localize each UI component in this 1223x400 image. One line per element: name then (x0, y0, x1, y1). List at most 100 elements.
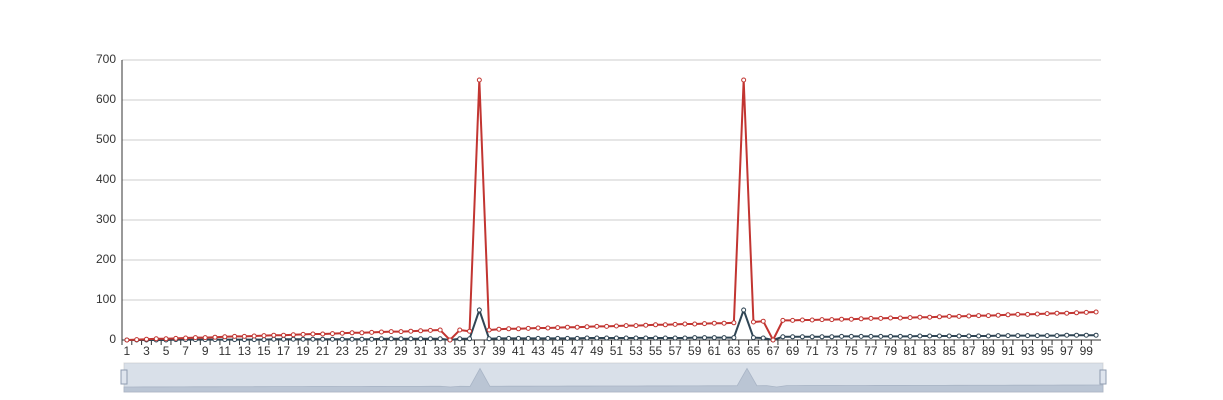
data-point (261, 337, 267, 343)
data-point (261, 333, 267, 339)
data-point (721, 335, 727, 341)
data-point (750, 319, 756, 325)
data-point (799, 317, 805, 323)
x-tick-label: 73 (825, 344, 839, 358)
data-point (290, 336, 296, 342)
data-point (702, 321, 708, 327)
data-point (790, 317, 796, 323)
x-tick-label: 87 (962, 344, 976, 358)
data-point (398, 336, 404, 342)
data-point (212, 334, 218, 340)
data-point (1074, 310, 1080, 316)
data-point (300, 331, 306, 337)
data-point (183, 335, 189, 341)
data-point (320, 331, 326, 337)
data-point (672, 335, 678, 341)
data-point (985, 333, 991, 339)
x-tick-label: 9 (202, 344, 209, 358)
data-point (809, 317, 815, 323)
data-point (564, 335, 570, 341)
data-point (721, 320, 727, 326)
data-point (613, 335, 619, 341)
data-point (496, 335, 502, 341)
data-point (143, 336, 149, 342)
zoom-handle[interactable] (1099, 369, 1107, 385)
data-point (427, 327, 433, 333)
data-point (848, 333, 854, 339)
data-point (1044, 311, 1050, 317)
data-point (741, 307, 747, 313)
data-point (976, 333, 982, 339)
data-point (829, 334, 835, 340)
data-point (506, 326, 512, 332)
zoom-handle[interactable] (120, 369, 128, 385)
data-point (173, 335, 179, 341)
data-point (1015, 333, 1021, 339)
data-point (936, 333, 942, 339)
x-tick-label: 83 (923, 344, 937, 358)
data-point (486, 327, 492, 333)
data-point (1025, 333, 1031, 339)
data-point (985, 313, 991, 319)
data-point (829, 317, 835, 323)
x-tick-label: 43 (531, 344, 545, 358)
zoom-shadow (123, 367, 1104, 393)
data-point (271, 336, 277, 342)
data-point (310, 331, 316, 337)
data-point (281, 336, 287, 342)
data-point (476, 307, 482, 313)
data-point (467, 336, 473, 342)
data-point (134, 337, 140, 343)
data-point (956, 333, 962, 339)
data-point (1093, 309, 1099, 315)
data-point (613, 323, 619, 329)
x-tick-label: 91 (1001, 344, 1015, 358)
data-point (682, 321, 688, 327)
data-point (427, 336, 433, 342)
data-point (515, 326, 521, 332)
data-point (662, 335, 668, 341)
x-tick-label: 39 (492, 344, 506, 358)
data-point (1074, 332, 1080, 338)
data-point (750, 335, 756, 341)
data-point (604, 335, 610, 341)
x-tick-label: 67 (766, 344, 780, 358)
data-point (819, 334, 825, 340)
x-tick-label: 69 (786, 344, 800, 358)
data-point (281, 332, 287, 338)
data-point (799, 334, 805, 340)
data-point (888, 333, 894, 339)
data-point (711, 320, 717, 326)
x-tick-label: 53 (629, 344, 643, 358)
data-point (300, 336, 306, 342)
data-point (1005, 333, 1011, 339)
x-tick-label: 13 (238, 344, 252, 358)
data-point (731, 320, 737, 326)
y-tick-label: 100 (96, 292, 116, 306)
data-point (917, 314, 923, 320)
data-point (878, 315, 884, 321)
x-tick-label: 89 (982, 344, 996, 358)
data-point (1054, 310, 1060, 316)
x-tick-label: 95 (1040, 344, 1054, 358)
data-point (672, 321, 678, 327)
data-point (946, 313, 952, 319)
data-point (574, 335, 580, 341)
x-tick-label: 3 (143, 344, 150, 358)
data-point (966, 333, 972, 339)
data-point (232, 333, 238, 339)
data-point (1064, 332, 1070, 338)
x-tick-label: 23 (336, 344, 350, 358)
x-tick-label: 85 (943, 344, 957, 358)
data-point (418, 328, 424, 334)
data-point (760, 318, 766, 324)
data-point (780, 317, 786, 323)
data-point (574, 324, 580, 330)
y-tick-label: 300 (96, 212, 116, 226)
data-point (819, 317, 825, 323)
x-tick-label: 5 (163, 344, 170, 358)
data-point (496, 326, 502, 332)
x-tick-label: 57 (668, 344, 682, 358)
x-tick-label: 33 (433, 344, 447, 358)
data-point (692, 321, 698, 327)
